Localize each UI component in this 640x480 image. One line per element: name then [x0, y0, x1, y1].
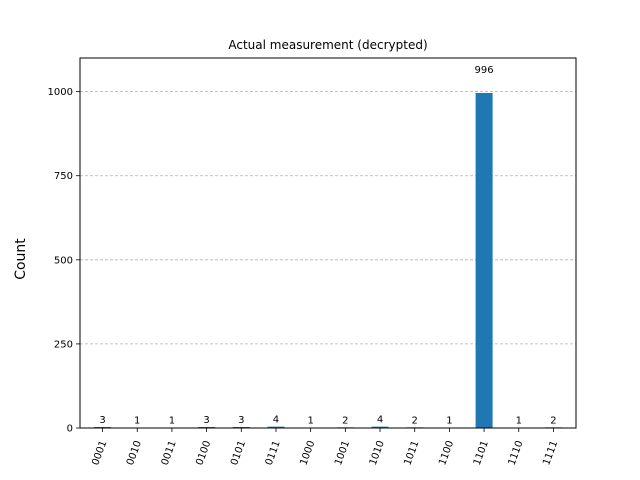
y-tick-label: 0 — [67, 424, 73, 435]
data-label: 1 — [307, 416, 313, 427]
data-label: 1 — [446, 416, 452, 427]
x-tick-label: 1101 — [472, 439, 491, 467]
x-tick-label: 1100 — [437, 439, 456, 467]
y-tick-label: 250 — [54, 339, 73, 350]
y-tick-label: 1000 — [48, 87, 73, 98]
data-labels: 3 1 1 3 3 4 1 2 4 2 1 996 1 2 — [99, 65, 556, 427]
x-tick-label: 0010 — [125, 439, 144, 467]
data-label: 2 — [550, 415, 556, 426]
x-tick-label: 0001 — [90, 439, 109, 467]
x-tick-label: 0111 — [264, 439, 283, 467]
y-ticks: 0 250 500 750 1000 — [48, 87, 80, 435]
bar — [232, 426, 250, 428]
bar — [267, 426, 285, 428]
x-ticks: 0001 0010 0011 0100 0101 0111 1000 1001 1010 1011… — [90, 428, 560, 467]
data-label: 1 — [516, 416, 522, 427]
x-tick-label: 1001 — [333, 439, 352, 467]
x-tick-label: 1011 — [402, 439, 421, 467]
y-tick-label: 750 — [54, 171, 73, 182]
chart-title: Actual measurement (decrypted) — [228, 38, 427, 52]
bar — [94, 426, 112, 428]
data-label: 1 — [169, 416, 175, 427]
plot-frame — [79, 57, 577, 429]
bar — [371, 426, 389, 428]
y-tick-label: 500 — [54, 255, 73, 266]
x-tick-label: 0100 — [194, 439, 213, 467]
x-tick-label: 1110 — [507, 439, 526, 467]
bar — [198, 426, 216, 428]
x-tick-label: 0101 — [229, 439, 248, 467]
x-tick-label: 1111 — [541, 439, 560, 467]
bars — [94, 92, 562, 429]
data-label: 4 — [377, 415, 383, 426]
data-label: 996 — [475, 65, 494, 76]
data-label: 3 — [99, 415, 105, 426]
x-tick-label: 1010 — [368, 439, 387, 467]
data-label: 2 — [342, 415, 348, 426]
y-axis-label: Count — [13, 238, 29, 280]
data-label: 1 — [134, 416, 140, 427]
x-tick-label: 0011 — [160, 439, 179, 467]
bar — [475, 92, 493, 429]
x-tick-label: 1000 — [298, 439, 317, 467]
data-label: 3 — [203, 415, 209, 426]
data-label: 2 — [412, 415, 418, 426]
grid-lines — [80, 91, 576, 345]
data-label: 3 — [238, 415, 244, 426]
data-label: 4 — [273, 415, 279, 426]
